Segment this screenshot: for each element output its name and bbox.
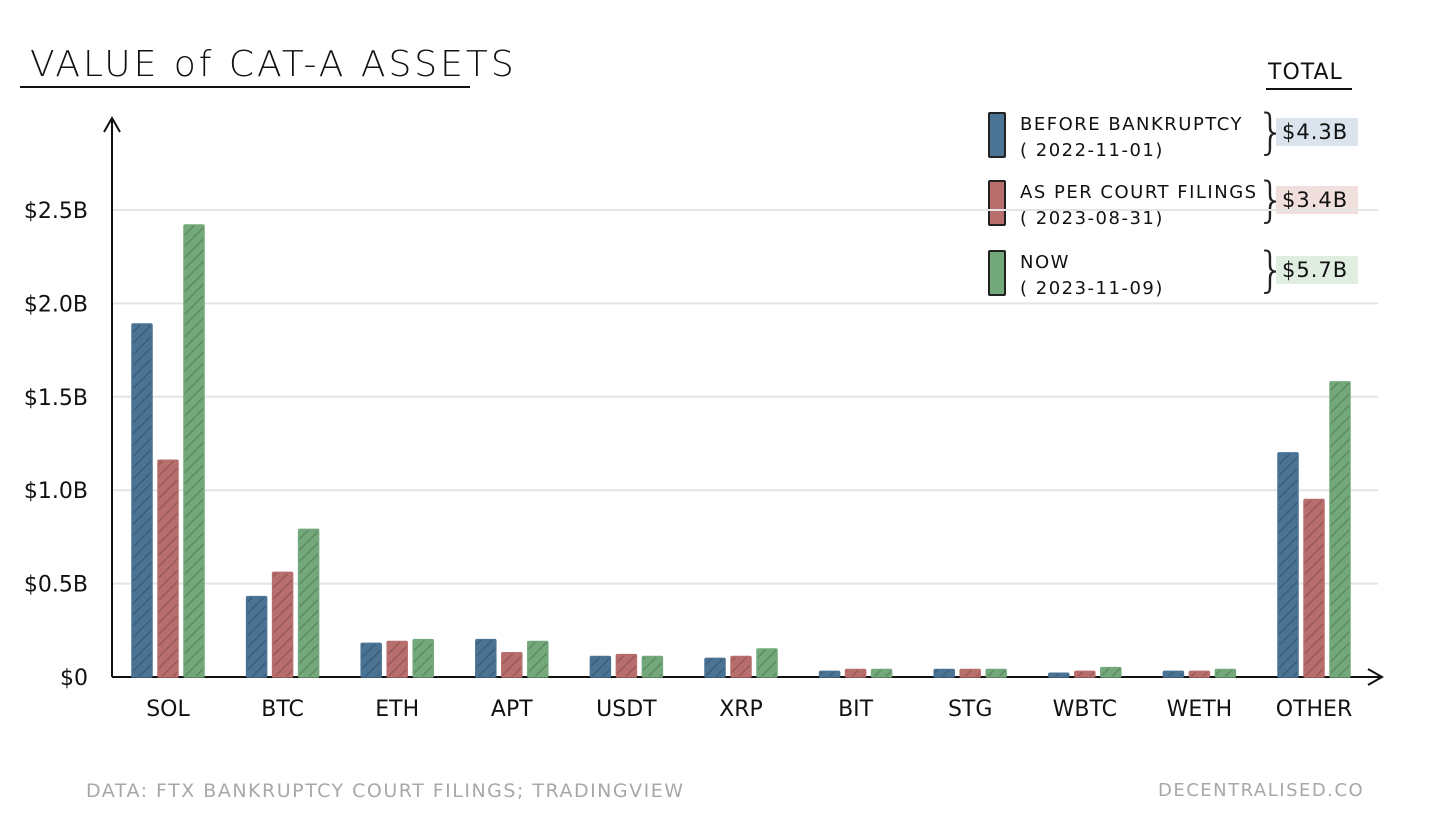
- bar: [933, 668, 955, 678]
- x-tick-label: APT: [491, 697, 533, 722]
- bar: [386, 640, 408, 678]
- total-value: $4.3B: [1276, 118, 1359, 146]
- y-tick-label: $2.0B: [24, 292, 88, 317]
- bar: [1329, 381, 1351, 678]
- bar: [1074, 670, 1096, 678]
- bar: [131, 323, 153, 678]
- y-axis-arrow-icon: [103, 115, 121, 133]
- bar: [183, 224, 205, 678]
- bar: [615, 653, 638, 678]
- bar: [1100, 666, 1122, 678]
- bar: [1277, 452, 1299, 678]
- x-tick-label: SOL: [146, 697, 190, 722]
- legend-label: AS PER COURT FILINGS ( 2023-08-31): [1020, 180, 1258, 232]
- bar: [959, 668, 981, 678]
- x-tick-label: OTHER: [1276, 697, 1352, 722]
- x-tick-label: BTC: [261, 697, 304, 722]
- x-tick-label: WETH: [1167, 697, 1233, 722]
- x-tick-label: STG: [948, 697, 992, 722]
- bar: [730, 655, 752, 678]
- bar: [1214, 668, 1237, 678]
- bar: [1303, 498, 1325, 678]
- bar: [412, 638, 434, 678]
- legend-swatch: [988, 180, 1006, 226]
- bar: [1188, 670, 1211, 678]
- bar: [501, 651, 523, 678]
- total-underline: [1266, 88, 1352, 90]
- bar: [1162, 670, 1185, 678]
- x-tick-label: USDT: [596, 697, 657, 722]
- bar: [475, 638, 497, 678]
- bar: [818, 670, 841, 678]
- y-tick-label: $2.5B: [24, 199, 88, 224]
- legend-item-now: NOW ( 2023-11-09) } $5.7B: [984, 244, 1384, 308]
- legend-label-line1: AS PER COURT FILINGS: [1020, 182, 1258, 203]
- bar: [1048, 672, 1070, 678]
- bar: [271, 571, 294, 678]
- x-tick-label: XRP: [719, 697, 763, 722]
- y-tick-label: $0.5B: [24, 573, 88, 598]
- legend-label-line1: NOW: [1020, 252, 1070, 273]
- bar: [756, 648, 778, 678]
- bar: [527, 640, 549, 678]
- bar: [985, 668, 1007, 678]
- brand-credit: DECENTRALISED.CO: [1158, 780, 1365, 801]
- bar: [360, 642, 382, 678]
- legend-label: BEFORE BANKRUPTCY ( 2022-11-01): [1020, 112, 1243, 164]
- legend-item-court-filings: AS PER COURT FILINGS ( 2023-08-31) } $3.…: [984, 174, 1384, 238]
- total-heading: TOTAL: [1268, 60, 1343, 85]
- bar: [157, 459, 179, 678]
- legend-label-line1: BEFORE BANKRUPTCY: [1020, 114, 1243, 135]
- bar: [870, 668, 893, 678]
- legend-label-line2: ( 2023-08-31): [1020, 208, 1164, 229]
- legend-item-before-bankruptcy: BEFORE BANKRUPTCY ( 2022-11-01) } $4.3B: [984, 106, 1384, 170]
- x-tick-label: BIT: [838, 697, 874, 722]
- data-source-note: DATA: FTX BANKRUPTCY COURT FILINGS; TRAD…: [86, 780, 685, 802]
- y-tick-label: $0: [60, 666, 88, 691]
- x-tick-label: ETH: [375, 697, 419, 722]
- y-tick-label: $1.0B: [24, 479, 88, 504]
- x-axis-arrow-icon: [1367, 668, 1385, 686]
- bar: [641, 655, 664, 678]
- title-underline: [20, 86, 470, 88]
- legend-swatch: [988, 250, 1006, 296]
- bar: [589, 655, 612, 678]
- bar: [297, 528, 320, 678]
- bar: [245, 595, 268, 678]
- legend-label-line2: ( 2023-11-09): [1020, 278, 1164, 299]
- legend-label-line2: ( 2022-11-01): [1020, 140, 1164, 161]
- legend-swatch: [988, 112, 1006, 158]
- chart-title: VALUE of CAT-A ASSETS: [30, 44, 517, 85]
- legend-label: NOW ( 2023-11-09): [1020, 250, 1164, 302]
- bar: [844, 668, 867, 678]
- x-tick-label: WBTC: [1053, 697, 1117, 722]
- y-tick-label: $1.5B: [24, 386, 88, 411]
- bar: [704, 657, 726, 678]
- total-value: $5.7B: [1276, 256, 1359, 284]
